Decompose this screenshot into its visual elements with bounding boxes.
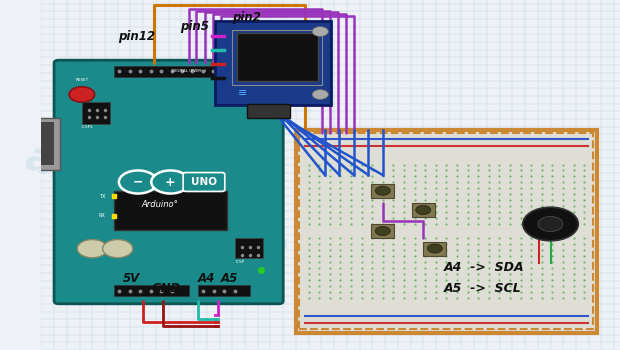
Text: TX: TX (99, 194, 105, 199)
Bar (113, 285, 189, 296)
Text: A4  ->  SDA: A4 -> SDA (443, 261, 524, 274)
Bar (423, 241, 446, 255)
Bar (371, 224, 394, 238)
Circle shape (375, 226, 390, 236)
Text: ICSP2: ICSP2 (82, 125, 94, 129)
Circle shape (538, 216, 563, 232)
Text: A4: A4 (198, 272, 215, 285)
Bar (37, 118, 60, 170)
Text: UNO: UNO (191, 177, 217, 187)
Text: A5  ->  SCL: A5 -> SCL (443, 282, 521, 295)
Circle shape (523, 207, 578, 241)
Bar (296, 130, 597, 332)
Text: −: − (133, 175, 143, 189)
Text: pin5: pin5 (180, 20, 209, 33)
Circle shape (312, 27, 329, 36)
Bar (215, 21, 330, 105)
Text: A5: A5 (221, 272, 238, 285)
Circle shape (427, 244, 442, 253)
Text: ≡: ≡ (238, 88, 247, 98)
Bar (113, 191, 226, 230)
Bar (237, 33, 318, 80)
Bar (247, 104, 290, 118)
Bar (198, 285, 250, 296)
Bar (113, 66, 273, 77)
Text: pin2: pin2 (232, 11, 261, 24)
Circle shape (416, 205, 431, 215)
Text: RESET: RESET (75, 78, 89, 82)
Text: GND: GND (151, 282, 180, 295)
Bar (412, 203, 435, 217)
Bar (42, 122, 54, 165)
Text: ICSP: ICSP (235, 260, 244, 264)
Text: arduinoarte: arduinoarte (20, 136, 294, 270)
Text: Arduino°: Arduino° (141, 200, 179, 209)
Circle shape (151, 170, 190, 194)
Bar (235, 238, 263, 258)
Circle shape (312, 90, 329, 99)
Text: RX: RX (99, 213, 105, 218)
Bar (299, 133, 593, 329)
Text: 5V: 5V (122, 272, 140, 285)
Circle shape (78, 239, 107, 258)
Bar (232, 30, 322, 85)
Circle shape (375, 186, 390, 195)
Circle shape (119, 170, 157, 194)
Circle shape (69, 87, 95, 102)
Bar (82, 102, 110, 124)
Circle shape (103, 239, 133, 258)
Text: +: + (165, 175, 175, 189)
FancyBboxPatch shape (183, 173, 225, 191)
Bar (371, 184, 394, 198)
Text: pin12: pin12 (118, 30, 156, 43)
FancyBboxPatch shape (54, 60, 283, 304)
Text: DIGITAL (PWM~): DIGITAL (PWM~) (172, 69, 206, 73)
